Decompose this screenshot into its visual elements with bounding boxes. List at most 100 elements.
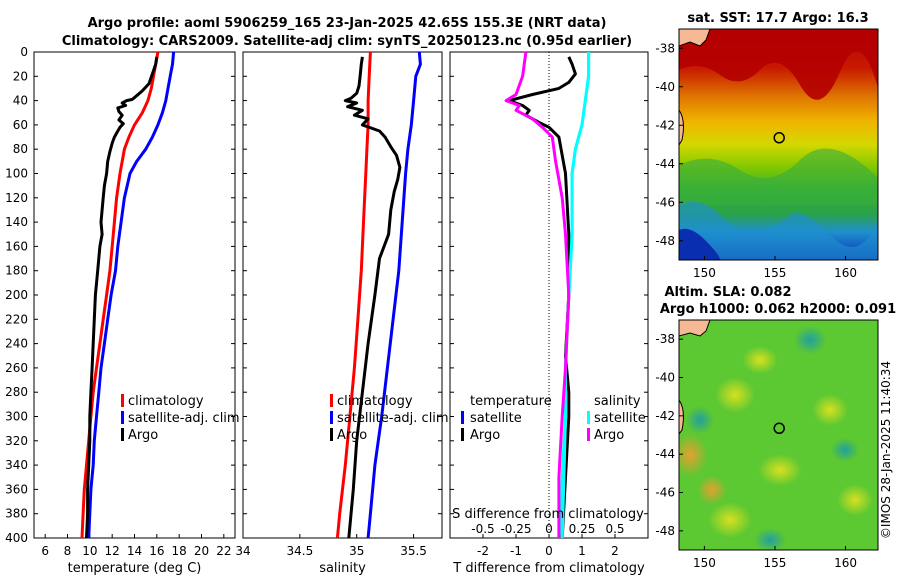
x-tick-label: 0 bbox=[545, 544, 553, 558]
x-tick-label: 6 bbox=[41, 544, 49, 558]
y-tick-label: 140 bbox=[5, 215, 28, 229]
legend-swatch-temperature-argo bbox=[461, 428, 464, 441]
y-tick-label: 180 bbox=[5, 264, 28, 278]
x-tick-label: 2 bbox=[611, 544, 619, 558]
sla-high-anomaly bbox=[837, 484, 873, 516]
map-y-tick-label: -46 bbox=[655, 486, 675, 500]
x-axis-label: temperature (deg C) bbox=[68, 561, 202, 576]
y-tick-label: 40 bbox=[13, 94, 28, 108]
map-x-tick-label: 160 bbox=[834, 556, 857, 570]
y-tick-label: 80 bbox=[13, 142, 28, 156]
y-tick-label: 300 bbox=[5, 410, 28, 424]
y-tick-label: 200 bbox=[5, 288, 28, 302]
sla-map-field bbox=[679, 320, 878, 550]
legend-label-argo: Argo bbox=[337, 428, 367, 443]
sla-high-anomaly bbox=[758, 454, 802, 486]
legend-swatch-climatology bbox=[330, 394, 333, 407]
sst-map-axes: 150 155 160 -38 -40 -42 -44 -46 -48 bbox=[655, 41, 857, 280]
x-tick-label: 1 bbox=[578, 544, 586, 558]
x-tick-label: 22 bbox=[216, 544, 231, 558]
map-x-tick-label: 155 bbox=[764, 556, 787, 570]
sst-map-title: sat. SST: 17.7 Argo: 16.3 bbox=[687, 11, 868, 26]
series-line-salinity-satellite bbox=[560, 52, 591, 539]
legend-label-climatology: climatology bbox=[128, 394, 204, 409]
series-line-salinity-argo bbox=[504, 51, 571, 538]
legend-swatch-satellite-adj bbox=[121, 411, 124, 424]
sla-low-anomaly bbox=[831, 438, 859, 462]
sla-map-frame bbox=[678, 319, 879, 551]
legend-label-climatology: climatology bbox=[337, 394, 413, 409]
x-tick-label: 14 bbox=[127, 544, 142, 558]
sla-low-anomaly bbox=[686, 406, 714, 434]
sst-green-region bbox=[679, 148, 878, 205]
x-tick-label: 20 bbox=[194, 544, 209, 558]
sla-high-anomaly bbox=[679, 433, 708, 477]
sla-high-anomaly bbox=[812, 394, 848, 426]
temperature-legend: climatology satellite-adj. clim Argo bbox=[121, 394, 240, 443]
legend-label-salinity-argo: Argo bbox=[594, 428, 624, 443]
legend-label-temperature-argo: Argo bbox=[470, 428, 500, 443]
map-y-tick-label: -44 bbox=[655, 157, 675, 171]
difference-top-axis-ticks: -0.5 -0.25 0 0.25 0.5 bbox=[471, 522, 624, 536]
x-tick-label: 18 bbox=[172, 544, 187, 558]
legend-swatch-climatology bbox=[121, 394, 124, 407]
sst-cool-region bbox=[679, 201, 878, 260]
top-axis-tick-label: -0.5 bbox=[471, 522, 494, 536]
y-tick-label: 100 bbox=[5, 167, 28, 181]
y-tick-label: 400 bbox=[5, 531, 28, 545]
y-tick-label: 380 bbox=[5, 507, 28, 521]
y-tick-label: 360 bbox=[5, 482, 28, 496]
salinity-panel: 34 34.5 35 35.5 salinity bbox=[235, 51, 443, 576]
legend-title-temperature: temperature bbox=[470, 394, 552, 409]
sla-map-axes: 150 155 160 -38 -40 -42 -44 -46 -48 bbox=[655, 332, 857, 570]
sla-map-title-line2: Argo h1000: 0.062 h2000: 0.091 bbox=[660, 302, 896, 317]
map-y-tick-label: -38 bbox=[655, 41, 675, 55]
legend-label-salinity-satellite: satellite bbox=[594, 411, 646, 426]
x-tick-label: 12 bbox=[105, 544, 120, 558]
sla-high-anomaly bbox=[708, 502, 752, 538]
legend-swatch-argo bbox=[330, 428, 333, 441]
map-y-tick-label: -48 bbox=[655, 524, 675, 538]
map-y-tick-label: -46 bbox=[655, 195, 675, 209]
figure-title-line1: Argo profile: aoml 5906259_165 23-Jan-20… bbox=[88, 16, 607, 31]
sla-high-anomaly bbox=[697, 475, 727, 505]
sst-land-tasmania bbox=[679, 109, 684, 146]
legend-label-temperature-satellite: satellite bbox=[470, 411, 522, 426]
figure-title-line2: Climatology: CARS2009. Satellite-adj cli… bbox=[62, 34, 632, 49]
sla-land-coast bbox=[679, 320, 711, 337]
sla-map-title-line1: Altim. SLA: 0.082 bbox=[665, 285, 792, 300]
top-axis-tick-label: -0.25 bbox=[500, 522, 531, 536]
legend-swatch-argo bbox=[121, 428, 124, 441]
map-x-tick-label: 150 bbox=[693, 556, 716, 570]
sst-cold-region bbox=[679, 228, 720, 260]
difference-top-axis-label: S difference from climatology bbox=[452, 507, 644, 522]
sla-high-anomaly bbox=[742, 346, 778, 374]
y-tick-label: 160 bbox=[5, 239, 28, 253]
y-tick-label: 60 bbox=[13, 118, 28, 132]
argo-float-marker bbox=[773, 422, 785, 435]
sst-map-frame bbox=[678, 28, 879, 261]
x-axis-label: salinity bbox=[319, 561, 366, 576]
x-tick-label: 35 bbox=[349, 544, 364, 558]
sla-land-tasmania bbox=[679, 399, 684, 435]
legend-swatch-temperature-satellite bbox=[461, 411, 464, 424]
legend-swatch-salinity-satellite bbox=[587, 411, 590, 424]
y-tick-label: 280 bbox=[5, 385, 28, 399]
legend-label-satellite-adj: satellite-adj. clim bbox=[337, 411, 449, 426]
y-tick-label: 320 bbox=[5, 434, 28, 448]
y-tick-label: 0 bbox=[20, 45, 28, 59]
y-tick-label: 240 bbox=[5, 337, 28, 351]
y-tick-label: 20 bbox=[13, 69, 28, 83]
series-line-satellite-adj-clim bbox=[87, 51, 176, 539]
map-y-tick-label: -44 bbox=[655, 447, 675, 461]
map-y-tick-label: -40 bbox=[655, 371, 675, 385]
salinity-legend: climatology satellite-adj. clim Argo bbox=[330, 394, 449, 443]
x-tick-label: 10 bbox=[82, 544, 97, 558]
y-tick-label: 120 bbox=[5, 191, 28, 205]
map-x-tick-label: 150 bbox=[693, 266, 716, 280]
difference-legend: temperature satellite Argo salinity sate… bbox=[461, 394, 646, 443]
legend-label-satellite-adj: satellite-adj. clim bbox=[128, 411, 240, 426]
temperature-panel: 0 20 40 60 80 100 120 140 160 180 200 220 240 260 280 3… bbox=[5, 45, 236, 576]
map-y-tick-label: -40 bbox=[655, 80, 675, 94]
